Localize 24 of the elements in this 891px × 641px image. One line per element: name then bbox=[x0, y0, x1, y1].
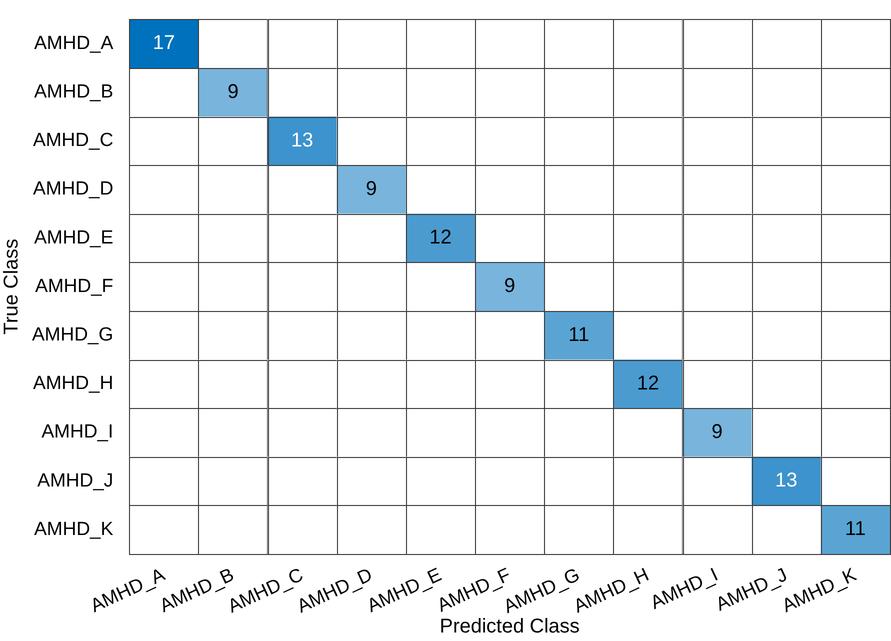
y-tick-label: AMHD_H bbox=[33, 373, 114, 394]
y-tick-label: AMHD_E bbox=[34, 227, 114, 248]
y-tick-label: AMHD_F bbox=[35, 276, 114, 297]
y-tick-label: AMHD_A bbox=[34, 32, 114, 54]
y-tick-label: AMHD_K bbox=[34, 518, 114, 540]
y-axis-title: True Class bbox=[0, 238, 23, 335]
data-label: 11 bbox=[845, 518, 866, 540]
data-label: 9 bbox=[712, 421, 723, 443]
data-label: 12 bbox=[429, 226, 452, 249]
y-tick-label: AMHD_D bbox=[33, 178, 114, 200]
y-tick-label: AMHD_B bbox=[34, 82, 114, 103]
data-label: 11 bbox=[568, 324, 590, 346]
data-label: 12 bbox=[636, 372, 660, 394]
data-label: 9 bbox=[504, 275, 516, 298]
y-tick-label: AMHD_G bbox=[32, 324, 114, 346]
y-tick-label: AMHD_J bbox=[37, 470, 114, 492]
x-axis-title: Predicted Class bbox=[440, 616, 580, 638]
data-label: 9 bbox=[366, 178, 377, 200]
data-label: 13 bbox=[291, 129, 314, 152]
data-label: 13 bbox=[775, 470, 798, 492]
data-label: 9 bbox=[227, 80, 239, 103]
y-tick-label: AMHD_C bbox=[33, 130, 114, 152]
y-tick-label: AMHD_I bbox=[41, 422, 114, 443]
data-label: 17 bbox=[152, 32, 175, 54]
